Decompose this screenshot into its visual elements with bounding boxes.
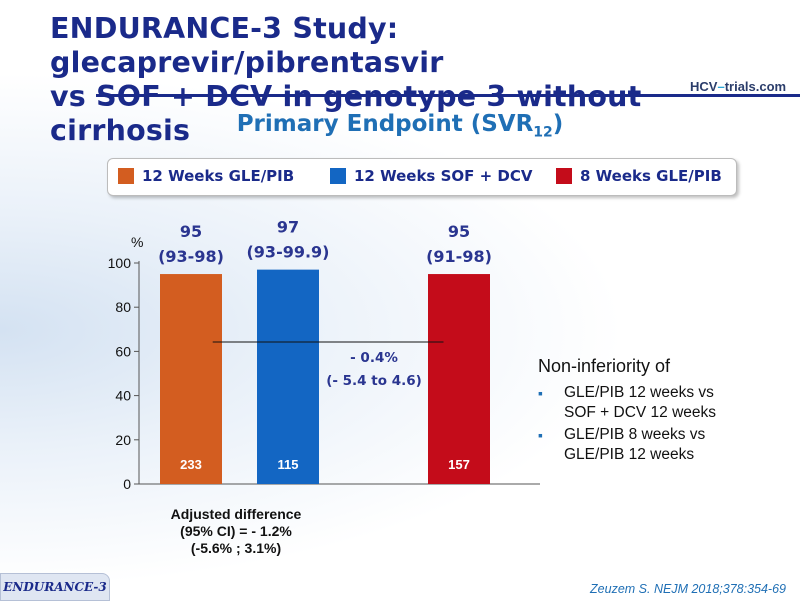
legend-item-gle-pib-8w: 8 Weeks GLE/PIB <box>556 167 722 185</box>
logo-name: trials <box>724 79 756 94</box>
adjusted-difference: Adjusted difference (95% CI) = - 1.2% (-… <box>136 506 336 557</box>
legend-label: 8 Weeks GLE/PIB <box>580 167 722 185</box>
bar-n-label: 157 <box>448 457 470 472</box>
logo-dash: – <box>717 79 725 94</box>
bar-value-label: 95 <box>180 222 202 241</box>
noninferiority-notes: Non-inferiority of GLE/PIB 12 weeks vs S… <box>538 356 716 467</box>
y-tick-label: 80 <box>115 299 131 315</box>
legend-swatch-orange <box>118 168 134 184</box>
subtitle-subscript: 12 <box>533 124 553 141</box>
legend-item-gle-pib-12w: 12 Weeks GLE/PIB <box>118 167 294 185</box>
logo-prefix: HCV <box>690 79 718 94</box>
y-tick-label: 20 <box>115 432 131 448</box>
y-tick-label: 60 <box>115 343 131 359</box>
chart-subtitle: Primary Endpoint (SVR12) <box>0 111 800 141</box>
y-tick-label: 0 <box>123 476 131 492</box>
noninferiority-heading: Non-inferiority of <box>538 356 671 376</box>
subtitle-close: ) <box>552 111 564 137</box>
legend-item-sof-dcv-12w: 12 Weeks SOF + DCV <box>330 167 532 185</box>
chart-legend: 12 Weeks GLE/PIB 12 Weeks SOF + DCV 8 We… <box>107 158 737 196</box>
title-underline <box>96 94 800 97</box>
y-axis-label: % <box>131 234 143 250</box>
noninferiority-item-line: GLE/PIB 12 weeks vs <box>564 384 714 401</box>
noninferiority-item: GLE/PIB 12 weeks vs SOF + DCV 12 weeks <box>538 383 716 423</box>
citation: Zeuzem S. NEJM 2018;378:354-69 <box>590 582 786 596</box>
logo-suffix: .com <box>755 79 787 94</box>
comparison-diff-label: - 0.4% <box>350 350 398 366</box>
hcv-trials-logo: HCV–trials.com <box>690 79 786 94</box>
adjusted-difference-line: (-5.6% ; 3.1%) <box>190 540 282 556</box>
y-tick-label: 100 <box>108 255 132 271</box>
legend-swatch-blue <box>330 168 346 184</box>
subtitle-text: Primary Endpoint (SVR <box>236 111 534 137</box>
title-line-1: ENDURANCE-3 Study: glecaprevir/pibrentas… <box>50 12 444 79</box>
bar-n-label: 233 <box>180 457 202 472</box>
bar-ci-label: (93-98) <box>158 247 224 266</box>
bar-ci-label: (91-98) <box>426 247 492 266</box>
chart-labels: 95 (93-98) 233 97 (93-99.9) 115 95 (91-98) 157 - … <box>158 218 492 472</box>
legend-label: 12 Weeks SOF + DCV <box>354 167 533 185</box>
adjusted-difference-line: Adjusted difference <box>170 506 302 522</box>
bar <box>428 274 490 484</box>
adjusted-difference-line: (95% CI) = - 1.2% <box>180 523 292 539</box>
legend-swatch-red <box>556 168 572 184</box>
bar-ci-label: (93-99.9) <box>246 243 329 262</box>
noninferiority-item-line: SOF + DCV 12 weeks <box>564 404 717 421</box>
bar-value-label: 95 <box>448 222 470 241</box>
y-tick-label: 40 <box>115 388 131 404</box>
chart-bars <box>160 269 490 484</box>
bar-n-label: 115 <box>278 457 299 472</box>
comparison-ci-label: (- 5.4 to 4.6) <box>326 373 422 389</box>
legend-label: 12 Weeks GLE/PIB <box>142 167 295 185</box>
bar-value-label: 97 <box>277 218 299 237</box>
study-tag: ENDURANCE-3 <box>0 573 110 601</box>
noninferiority-item-line: GLE/PIB 12 weeks <box>564 446 695 463</box>
noninferiority-item: GLE/PIB 8 weeks vs GLE/PIB 12 weeks <box>538 425 716 465</box>
noninferiority-item-line: GLE/PIB 8 weeks vs <box>564 426 706 443</box>
bar <box>257 269 319 484</box>
bar <box>160 274 222 484</box>
